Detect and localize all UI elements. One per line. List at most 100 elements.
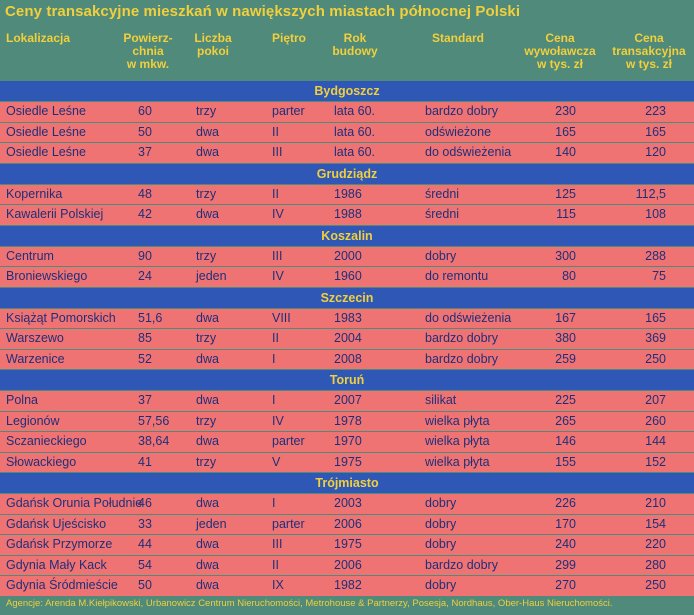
cell-transaction-price: 144 (645, 434, 666, 448)
cell-floor: V (272, 454, 281, 469)
page-title: Ceny transakcyjne mieszkań w nawiększych… (5, 3, 521, 20)
cell-transaction-price: 250 (645, 351, 666, 366)
cell-standard: do odświeżenia (425, 145, 512, 159)
cell-rooms: trzy (196, 331, 217, 345)
cell-standard: wielka płyta (425, 434, 490, 448)
cell-area: 54 (138, 557, 152, 572)
cell-standard: dobry (425, 537, 457, 551)
table-row: Broniewskiego 24 jeden IV 1960 do remontu 80 75 (0, 267, 694, 287)
city-group-header: Szczecin (0, 287, 694, 308)
cell-floor: III (272, 248, 283, 263)
cell-location: Osiedle Leśne (6, 124, 86, 139)
table-row: Gdynia Mały Kack 54 dwa II 2006 bardzo dobry 2… (0, 555, 694, 575)
cell-asking-price: 300 (555, 248, 576, 263)
cell-standard: średni (425, 207, 460, 221)
table-row: Osiedle Leśne 50 dwa II lata 60. odświeżone 16… (0, 122, 694, 142)
cell-location: Gdynia Śródmieście (6, 578, 118, 592)
cell-area: 90 (138, 248, 152, 263)
cell-floor: I (272, 496, 276, 510)
table-row: Sczanieckiego 38,64 dwa parter 1970 wielka pł… (0, 432, 694, 452)
cell-area: 52 (138, 351, 152, 366)
cell-location: Kawalerii Polskiej (6, 207, 104, 221)
cell-year-built: 2006 (334, 557, 362, 572)
cell-asking-price: 155 (555, 454, 576, 469)
cell-asking-price: 380 (555, 331, 576, 345)
cell-location: Gdynia Mały Kack (6, 557, 107, 572)
cell-area: 50 (138, 578, 152, 592)
cell-asking-price: 170 (555, 516, 576, 531)
cell-location: Książąt Pomorskich (6, 310, 116, 325)
cell-rooms: dwa (196, 557, 219, 572)
cell-location: Osiedle Leśne (6, 104, 86, 118)
cell-year-built: 2006 (334, 516, 362, 531)
cell-rooms: dwa (196, 124, 219, 139)
cell-rooms: dwa (196, 145, 219, 159)
cell-standard: bardzo dobry (425, 351, 498, 366)
table-row: Gdańsk Ujeścisko 33 jeden parter 2006 dobry 17… (0, 514, 694, 534)
cell-rooms: dwa (196, 351, 219, 366)
cell-rooms: jeden (196, 269, 227, 283)
cell-standard: bardzo dobry (425, 557, 498, 572)
cell-year-built: 2007 (334, 393, 362, 407)
cell-floor: IV (272, 269, 284, 283)
cell-floor: II (272, 124, 279, 139)
prices-table: Bydgoszcz Osiedle Leśne 60 trzy parter lata 6… (0, 81, 694, 597)
cell-transaction-price: 75 (652, 269, 666, 283)
table-header: Lokalizacja Powierz- chnia w mkw. Liczba… (0, 24, 694, 80)
header-rok-budowy: Rok budowy (332, 31, 378, 58)
cell-area: 42 (138, 207, 152, 221)
table-row: Warszewo 85 trzy II 2004 bardzo dobry 380 369 (0, 329, 694, 349)
cell-floor: IV (272, 207, 284, 221)
cell-floor: parter (272, 104, 305, 118)
cell-location: Warzenice (6, 351, 65, 366)
cell-asking-price: 230 (555, 104, 576, 118)
table-row: Polna 37 dwa I 2007 silikat 225 207 (0, 391, 694, 411)
cell-area: 24 (138, 269, 152, 283)
table-row: Kawalerii Polskiej 42 dwa IV 1988 średni 115 10… (0, 205, 694, 225)
cell-transaction-price: 250 (645, 578, 666, 592)
cell-floor: parter (272, 516, 305, 531)
cell-area: 46 (138, 496, 152, 510)
city-group-header: Bydgoszcz (0, 81, 694, 101)
cell-year-built: 1975 (334, 537, 362, 551)
header-powierzchnia: Powierz- chnia w mkw. (123, 31, 173, 71)
cell-location: Kopernika (6, 186, 63, 201)
table-row: Gdańsk Orunia Południe 46 dwa I 2003 dobry 226… (0, 494, 694, 514)
cell-transaction-price: 280 (645, 557, 666, 572)
cell-asking-price: 265 (555, 413, 576, 428)
cell-location: Legionów (6, 413, 60, 428)
cell-year-built: 1960 (334, 269, 362, 283)
cell-floor: II (272, 186, 279, 201)
cell-area: 48 (138, 186, 152, 201)
cell-transaction-price: 120 (645, 145, 666, 159)
cell-standard: wielka płyta (425, 454, 490, 469)
cell-transaction-price: 288 (645, 248, 666, 263)
cell-area: 37 (138, 145, 152, 159)
cell-asking-price: 259 (555, 351, 576, 366)
cell-area: 44 (138, 537, 152, 551)
cell-asking-price: 80 (562, 269, 576, 283)
cell-floor: VIII (272, 310, 291, 325)
cell-standard: do odświeżenia (425, 310, 512, 325)
header-cena-transakcyjna: Cena transakcyjna w tys. zł (612, 31, 686, 71)
table-row: Gdynia Śródmieście 50 dwa IX 1982 dobry 270 250 (0, 576, 694, 596)
cell-transaction-price: 220 (645, 537, 666, 551)
cell-asking-price: 240 (555, 537, 576, 551)
cell-year-built: 2008 (334, 351, 362, 366)
cell-rooms: dwa (196, 496, 219, 510)
cell-year-built: lata 60. (334, 145, 376, 159)
cell-location: Gdańsk Ujeścisko (6, 516, 107, 531)
cell-floor: IX (272, 578, 284, 592)
cell-transaction-price: 152 (645, 454, 666, 469)
cell-transaction-price: 210 (645, 496, 666, 510)
table-row: Książąt Pomorskich 51,6 dwa VIII 1983 do odśw… (0, 308, 694, 328)
cell-transaction-price: 165 (645, 310, 666, 325)
cell-year-built: lata 60. (334, 124, 376, 139)
cell-transaction-price: 223 (645, 104, 666, 118)
city-group-header: Koszalin (0, 225, 694, 246)
cell-asking-price: 125 (555, 186, 576, 201)
cell-year-built: 1975 (334, 454, 362, 469)
cell-location: Gdańsk Przymorze (6, 537, 113, 551)
cell-rooms: jeden (196, 516, 227, 531)
table-row: Centrum 90 trzy III 2000 dobry 300 288 (0, 246, 694, 266)
